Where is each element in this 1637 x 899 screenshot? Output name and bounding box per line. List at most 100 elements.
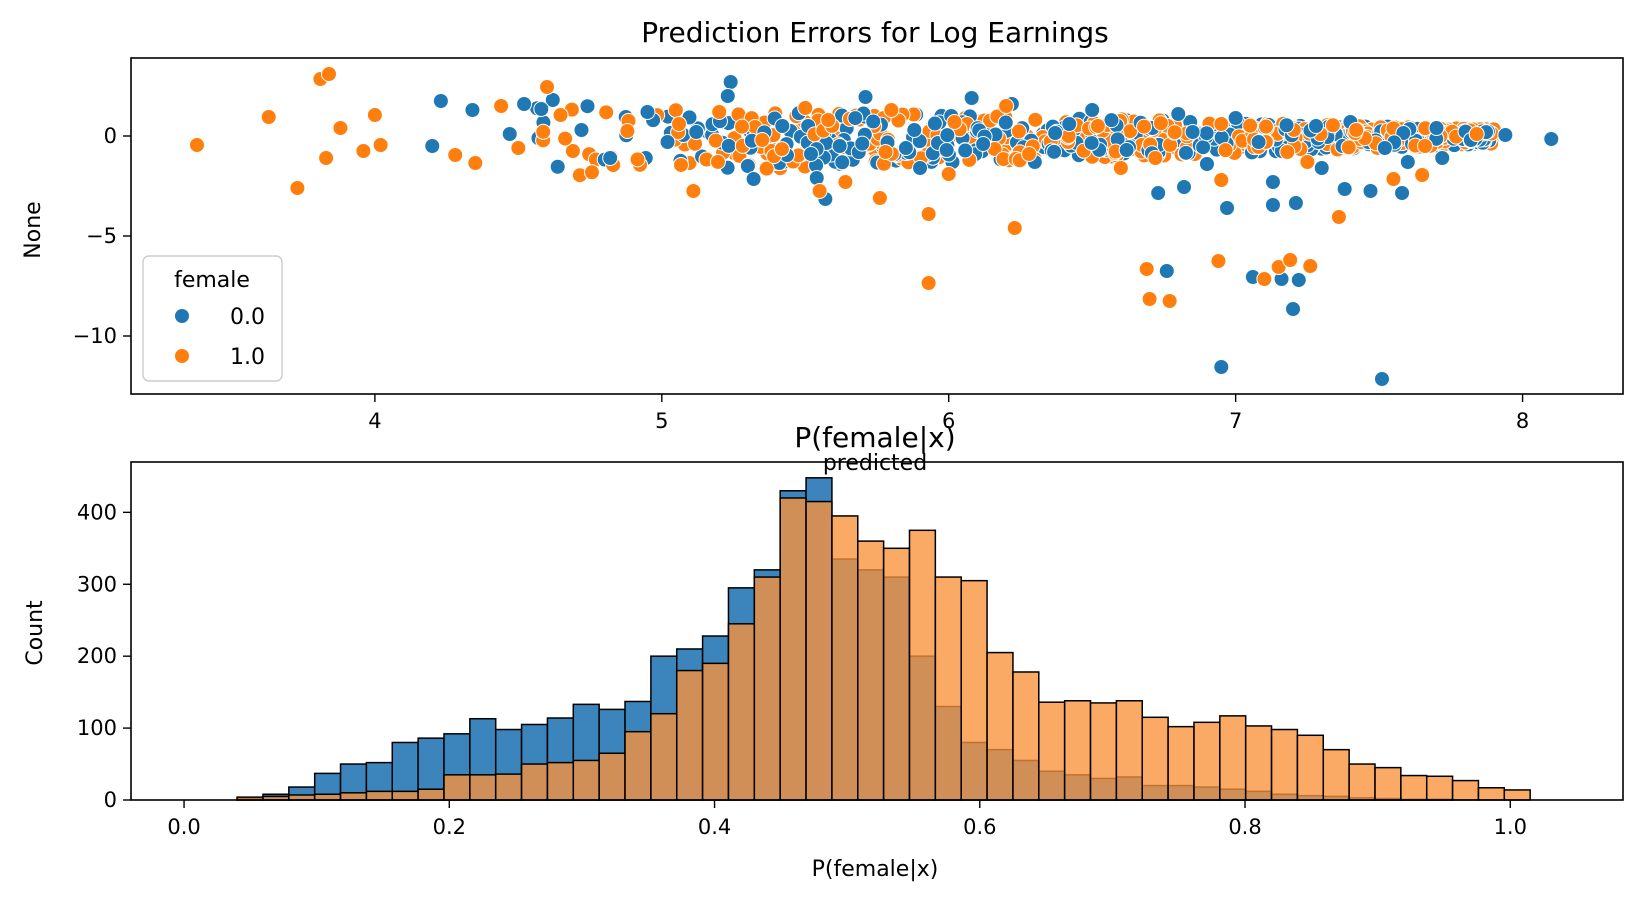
scatter-cloud-point	[1242, 117, 1259, 134]
histogram-x-tick-label: 0.8	[1228, 815, 1261, 839]
scatter-point-female-0.0	[745, 171, 762, 187]
scatter-point-female-0.0	[1219, 200, 1236, 216]
scatter-cloud-point	[1324, 117, 1341, 134]
scatter-point-female-0.0	[975, 136, 992, 152]
hist-bar-female-1.0	[339, 792, 368, 801]
scatter-point-female-0.0	[573, 122, 590, 138]
hist-bar-female-1.0	[1063, 700, 1092, 801]
scatter-point-female-1.0	[1213, 116, 1230, 132]
scatter-point-female-0.0	[1336, 181, 1353, 197]
scatter-cloud-point	[667, 102, 684, 119]
scatter-point-female-1.0	[366, 107, 383, 123]
legend-marker-0	[175, 309, 189, 323]
scatter-point-female-0.0	[1434, 150, 1451, 166]
scatter-point-female-0.0	[1290, 272, 1307, 288]
legend-title: female	[174, 268, 250, 293]
histogram-y-tick-label: 100	[77, 716, 117, 740]
hist-bar-female-1.0	[417, 788, 445, 801]
scatter-point-female-0.0	[1394, 185, 1411, 201]
histogram-x-label: P(female|x)	[812, 857, 939, 882]
hist-bar-female-1.0	[313, 793, 342, 801]
histogram-title: P(female|x)	[794, 421, 955, 454]
scatter-cloud-point	[1166, 124, 1183, 141]
scatter-cloud-point	[720, 137, 737, 154]
scatter-point-female-0.0	[432, 93, 449, 109]
histogram-x-tick-label: 1.0	[1494, 815, 1527, 839]
scatter-cloud-point	[673, 156, 690, 173]
scatter-point-female-0.0	[1428, 120, 1445, 136]
scatter-cloud-point	[579, 98, 596, 115]
scatter-cloud-point	[1198, 125, 1215, 142]
scatter-point-female-0.0	[1158, 263, 1175, 279]
scatter-point-female-1.0	[1256, 271, 1273, 287]
scatter-cloud-point	[926, 115, 943, 132]
scatter-point-female-0.0	[912, 160, 929, 176]
legend-label-0: 0.0	[230, 305, 265, 330]
hist-bar-female-1.0	[572, 759, 600, 801]
scatter-point-female-1.0	[1348, 122, 1365, 138]
scatter-point-female-1.0	[1006, 220, 1023, 236]
histogram-y-label: Count	[23, 600, 48, 666]
hist-bar-female-1.0	[546, 761, 575, 801]
scatter-cloud-point	[957, 142, 974, 159]
scatter-point-female-1.0	[1138, 261, 1155, 277]
scatter-point-female-0.0	[1264, 197, 1281, 213]
scatter-point-female-1.0	[1089, 118, 1106, 134]
scatter-point-female-1.0	[260, 109, 277, 125]
hist-bar-female-1.0	[1477, 787, 1506, 801]
scatter-point-female-1.0	[1161, 293, 1178, 309]
scatter-x-tick-label: 4	[368, 409, 381, 433]
histogram-frame	[130, 461, 1624, 801]
scatter-x-tick-label: 6	[942, 409, 955, 433]
histogram-axes: P(female|x) 0.0 0.2 0.4 0.6 0.8 1.0 0 100 200 30…	[23, 421, 1624, 882]
scatter-cloud-point	[734, 118, 751, 135]
scatter-point-female-1.0	[188, 137, 205, 153]
hist-bar-female-1.0	[598, 752, 626, 801]
scatter-y-tick-label: −10	[73, 324, 117, 348]
scatter-x-tick-label: 8	[1516, 409, 1529, 433]
scatter-point-female-0.0	[719, 88, 736, 104]
hist-bar-female-1.0	[1038, 701, 1066, 801]
scatter-point-female-0.0	[501, 126, 518, 142]
scatter-point-female-1.0	[871, 190, 888, 206]
hist-bar-female-1.0	[908, 529, 937, 801]
scatter-point-female-0.0	[1399, 154, 1416, 170]
scatter-point-female-1.0	[940, 166, 957, 182]
scatter-point-female-1.0	[877, 144, 894, 160]
scatter-point-female-1.0	[754, 132, 771, 148]
hist-bar-female-1.0	[1115, 700, 1143, 801]
scatter-x-label: predicted	[823, 451, 927, 476]
hist-bar-female-1.0	[1374, 766, 1402, 801]
scatter-point-female-0.0	[1307, 118, 1324, 134]
scatter-point-female-1.0	[355, 143, 372, 159]
scatter-point-female-0.0	[659, 134, 676, 150]
scatter-point-female-0.0	[1227, 110, 1244, 126]
scatter-point-female-1.0	[1021, 146, 1038, 162]
scatter-point-female-1.0	[1282, 252, 1299, 268]
hist-bar-female-1.0	[960, 579, 988, 801]
scatter-cloud-point	[564, 142, 581, 159]
scatter-point-female-1.0	[1279, 144, 1296, 160]
scatter-points	[188, 66, 1560, 387]
hist-bar-female-1.0	[779, 497, 807, 801]
hist-bar-female-1.0	[675, 669, 704, 801]
hist-bar-female-1.0	[1219, 715, 1247, 801]
scatter-point-female-1.0	[920, 275, 937, 291]
scatter-point-female-1.0	[539, 79, 556, 95]
histogram-x-tick-label: 0.0	[167, 815, 200, 839]
histogram-y-tick-label: 200	[77, 644, 117, 668]
scatter-cloud-point	[1047, 125, 1064, 142]
scatter-point-female-1.0	[1299, 154, 1316, 170]
hist-bar-female-1.0	[1193, 721, 1221, 801]
scatter-point-female-1.0	[372, 137, 389, 153]
scatter-point-female-1.0	[467, 155, 484, 171]
scatter-frame	[130, 57, 1624, 395]
scatter-point-female-0.0	[602, 150, 619, 166]
scatter-y-tick-label: −5	[86, 224, 117, 248]
hist-bar-female-1.0	[1141, 716, 1169, 801]
scatter-point-female-1.0	[1112, 160, 1129, 176]
scatter-cloud-point	[997, 114, 1014, 131]
scatter-point-female-1.0	[998, 98, 1015, 114]
scatter-cloud-point	[1177, 144, 1194, 161]
